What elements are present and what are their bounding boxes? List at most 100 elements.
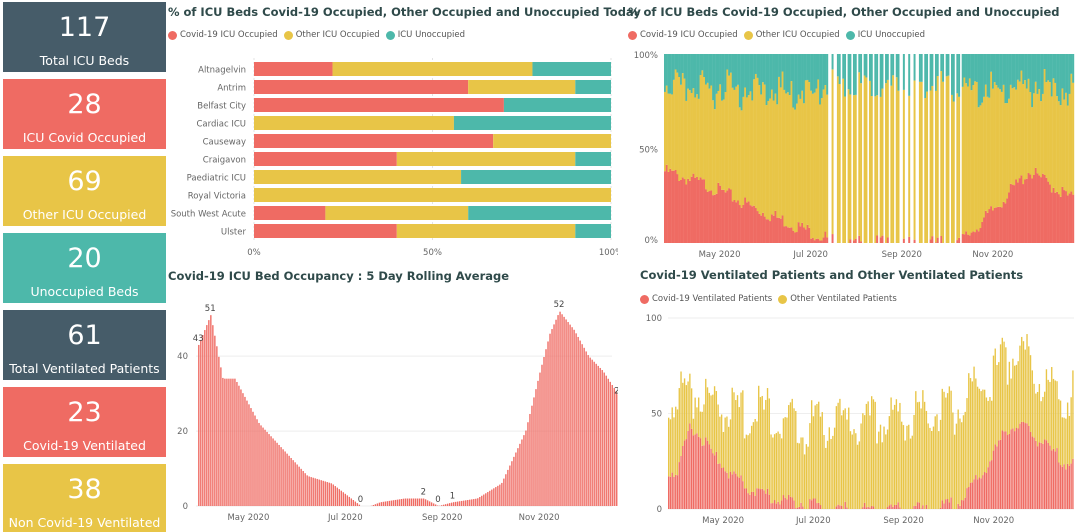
legend-item-other[interactable]: Other ICU Occupied [283, 30, 380, 40]
kpi-card[interactable]: 28 ICU Covid Occupied [3, 79, 166, 149]
bar-covid [751, 206, 754, 243]
bar-other-ventilated [728, 426, 730, 479]
bar-unoccupied [697, 54, 700, 99]
kpi-card[interactable]: 61 Total Ventilated Patients [3, 310, 166, 380]
bar-other [1061, 88, 1064, 187]
kpi-card[interactable]: 38 Non Covid-19 Ventilated [3, 464, 166, 532]
today-bar-chart[interactable]: Altnagelvin Antrim Belfast City Cardiac ICU… [168, 50, 618, 262]
bar-value [282, 449, 284, 506]
bar-value [264, 429, 266, 506]
legend-item-unoccupied[interactable]: ICU Unoccupied [385, 30, 465, 40]
bar-unoccupied [665, 54, 668, 86]
kpi-card[interactable]: 23 Covid-19 Ventilated [3, 387, 166, 457]
bar-value [457, 501, 459, 506]
bar-covid [681, 177, 684, 243]
bar-covid-ventilated [720, 467, 723, 509]
bar-other-ventilated [696, 407, 698, 434]
bar-other [847, 89, 850, 243]
bar-covid [806, 224, 809, 243]
bar-value [483, 494, 485, 506]
bar-value [523, 435, 525, 506]
bar-other [997, 87, 1000, 207]
bar-other [681, 73, 684, 178]
bar-other-ventilated [969, 378, 972, 483]
bar-other [749, 91, 752, 206]
trend-legend: Covid-19 ICU Occupied Other ICU Occupied… [628, 30, 931, 40]
bar-unoccupied [863, 54, 866, 76]
legend-item-covid-ventilated[interactable]: Covid-19 Ventilated Patients [640, 294, 772, 304]
bar-unoccupied [1009, 54, 1012, 85]
bar-other-ventilated [901, 421, 903, 509]
bar-covid [1031, 178, 1034, 243]
bar-other [844, 96, 847, 244]
bar-value [356, 503, 359, 506]
trend-stacked-chart[interactable]: 100% 50% 0% May 2020 Jul 2020 Sep 2020 Nov 202… [628, 48, 1078, 264]
bar-covid-ventilated [985, 473, 988, 509]
bar-covid-ventilated [715, 451, 718, 509]
bar-unoccupied [799, 54, 802, 99]
category-label: Antrim [217, 84, 246, 94]
bar-other [742, 96, 745, 205]
bar-covid-ventilated [724, 471, 726, 509]
bar-value [228, 378, 230, 506]
bar-other-ventilated [893, 404, 896, 505]
legend-item-other[interactable]: Other ICU Occupied [743, 30, 840, 40]
kpi-card[interactable]: 117 Total ICU Beds [3, 2, 166, 72]
bar-other-ventilated [856, 444, 859, 509]
bar-other-ventilated [823, 434, 825, 509]
bar-value [302, 471, 304, 506]
bar-covid-ventilated [1017, 428, 1019, 509]
bar-segment [532, 62, 611, 76]
x-tick-label: Jul 2020 [795, 516, 831, 526]
bar-covid [881, 235, 884, 243]
bar-other [870, 96, 873, 243]
legend-label: ICU Unoccupied [857, 30, 925, 40]
legend-item-unoccupied[interactable]: ICU Unoccupied [845, 30, 925, 40]
bar-other [942, 81, 945, 243]
bar-unoccupied [672, 54, 675, 80]
bar-value [477, 498, 479, 506]
bar-other-ventilated [991, 400, 993, 461]
x-tick-label: Sep 2020 [882, 250, 922, 260]
bar-unoccupied [958, 54, 961, 97]
bar-value [491, 489, 493, 506]
bar-other-ventilated [1052, 378, 1055, 449]
bar-covid-ventilated [1031, 436, 1033, 509]
bar-covid [792, 230, 795, 243]
bar-covid-ventilated [798, 506, 800, 509]
kpi-card[interactable]: 20 Unoccupied Beds [3, 233, 166, 303]
bar-value [563, 316, 565, 506]
bar-unoccupied [970, 54, 973, 91]
bar-covid [1024, 179, 1027, 243]
bar-other-ventilated [803, 454, 806, 509]
bar-other-ventilated [950, 390, 952, 498]
bar-other [895, 77, 898, 243]
bar-unoccupied [722, 54, 725, 100]
bar-other-ventilated [932, 426, 935, 509]
bar-value [475, 498, 477, 506]
ventilated-stacked-chart[interactable]: 0 50 100 May 2020 Jul 2020 Sep 2020 Nov 2020 [640, 308, 1078, 530]
bar-other [945, 76, 948, 244]
bar-other-ventilated [1006, 384, 1009, 436]
bar-covid [1008, 192, 1011, 243]
bar-value [537, 380, 539, 506]
bar-other-ventilated [756, 421, 758, 489]
bar-value [212, 325, 214, 506]
legend-item-other-ventilated[interactable]: Other Ventilated Patients [778, 294, 897, 304]
bar-covid-ventilated [939, 507, 942, 509]
bar-covid [940, 236, 943, 243]
bar-other-ventilated [851, 434, 853, 509]
bar-value [216, 346, 218, 506]
bar-other [674, 69, 677, 170]
bar-covid [934, 242, 937, 243]
bar-unoccupied [972, 54, 975, 86]
bar-value [358, 504, 361, 506]
kpi-card[interactable]: 69 Other ICU Occupied [3, 156, 166, 226]
bar-other-ventilated [1042, 396, 1044, 444]
bar-value [274, 440, 276, 506]
bar-other-ventilated [745, 434, 748, 489]
bar-other-ventilated [848, 407, 850, 509]
legend-item-covid[interactable]: Covid-19 ICU Occupied [628, 30, 738, 40]
legend-item-covid[interactable]: Covid-19 ICU Occupied [168, 30, 278, 40]
